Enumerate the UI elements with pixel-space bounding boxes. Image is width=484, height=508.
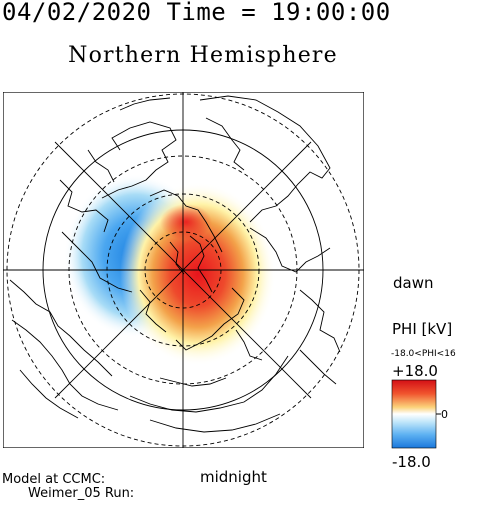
colorbar-max-label: +18.0	[392, 362, 438, 380]
colorbar-title: PHI [kV]	[392, 320, 452, 338]
colorbar-gradient	[391, 379, 437, 449]
positive-potential-cell	[120, 182, 276, 366]
colorbar-range-text: -18.0<PHI<16	[391, 349, 456, 359]
dawn-label: dawn	[393, 274, 434, 292]
colorbar: PHI [kV] -18.0<PHI<16 +18.0 0 -18.0	[391, 320, 456, 471]
run-line: Weimer_05 Run:	[28, 486, 134, 501]
colorbar-min-label: -18.0	[392, 453, 431, 471]
hemisphere-title: Northern Hemisphere	[68, 43, 338, 68]
colorbar-zero-label: 0	[441, 408, 448, 421]
positive-core-cap	[160, 204, 212, 240]
timestamp-title: 04/02/2020 Time = 19:00:00	[2, 0, 391, 26]
potential-pattern	[64, 174, 276, 366]
mlt-grid	[3, 92, 364, 448]
model-line: Model at CCMC:	[2, 472, 105, 487]
midnight-label: midnight	[200, 468, 267, 486]
polar-map	[3, 92, 364, 448]
